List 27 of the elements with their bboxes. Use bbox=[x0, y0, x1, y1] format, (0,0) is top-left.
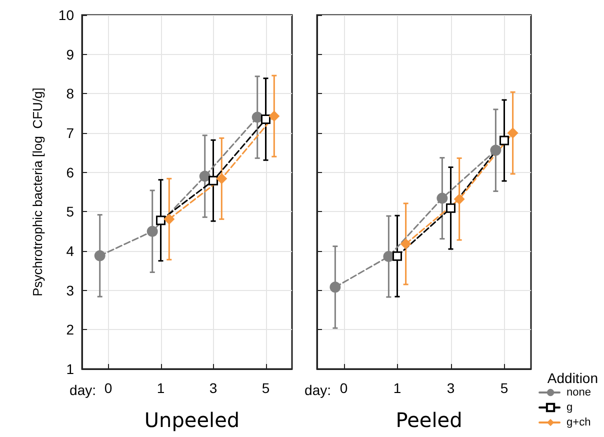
text: Peeled bbox=[396, 408, 462, 432]
x-tick-label: 0 bbox=[340, 380, 348, 396]
y-axis-title: Psychrotrophic bacteria [log CFU/g] bbox=[30, 88, 45, 296]
legend-title: Addition bbox=[547, 370, 598, 386]
text: Unpeeled bbox=[144, 408, 240, 432]
y-tick-label: 7 bbox=[66, 125, 74, 141]
x-tick-label: 3 bbox=[446, 380, 455, 396]
y-tick-label: 6 bbox=[66, 164, 74, 180]
legend-label: none bbox=[566, 386, 592, 398]
y-tick-label: 5 bbox=[66, 204, 74, 220]
y-tick-label: 2 bbox=[66, 322, 74, 338]
y-tick-label: 1 bbox=[66, 361, 74, 377]
x-tick-label: 5 bbox=[500, 380, 508, 396]
legend-label: g+ch bbox=[566, 416, 591, 428]
y-tick-label: 9 bbox=[66, 46, 74, 62]
y-tick-label: 4 bbox=[66, 243, 74, 259]
x-axis-title: day: bbox=[304, 382, 331, 398]
legend-label: g bbox=[566, 402, 573, 414]
x-tick-label: 1 bbox=[156, 380, 165, 396]
y-tick-label: 8 bbox=[66, 86, 74, 102]
x-tick-label: 5 bbox=[262, 380, 270, 396]
x-tick-label: 0 bbox=[104, 380, 112, 396]
x-tick-label: 1 bbox=[393, 380, 402, 396]
x-axis-title: day: bbox=[70, 382, 96, 398]
x-tick-label: 3 bbox=[209, 380, 218, 396]
y-tick-label: 3 bbox=[66, 282, 74, 298]
y-tick-label: 10 bbox=[58, 7, 74, 23]
